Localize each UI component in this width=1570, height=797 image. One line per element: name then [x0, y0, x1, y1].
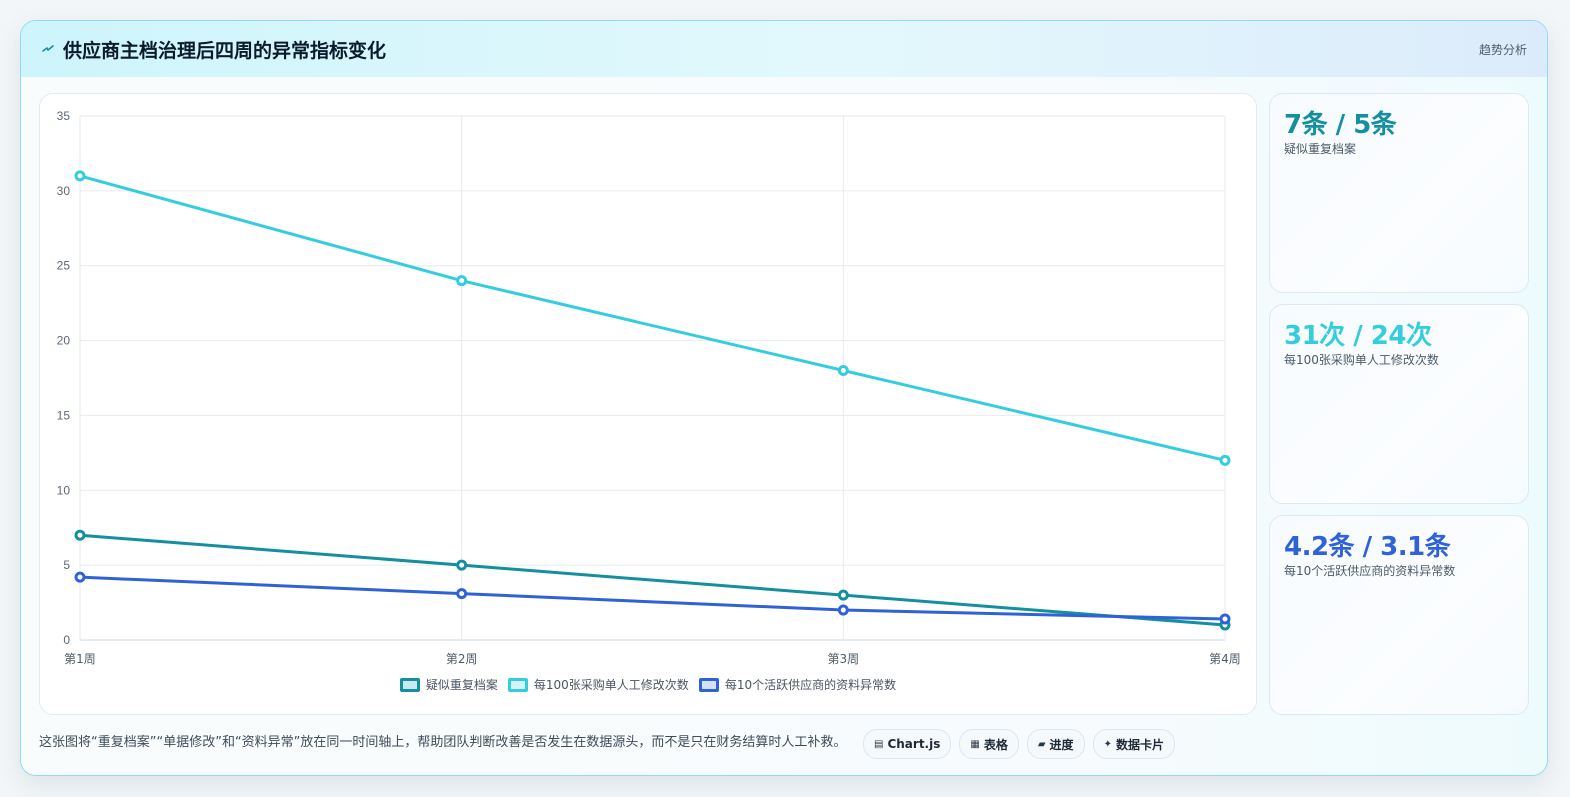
- chip-table[interactable]: ▦ 表格: [959, 729, 1019, 759]
- data-point: [1219, 613, 1231, 625]
- data-point: [74, 529, 86, 541]
- analysis-tag: 趋势分析: [1478, 43, 1527, 57]
- stat-card-anomalies: 4.2条 / 3.1条 每10个活跃供应商的资料异常数: [1269, 515, 1529, 715]
- chip-progress[interactable]: ▰ 进度: [1026, 729, 1085, 759]
- data-point: [1219, 454, 1231, 466]
- legend-swatch: [698, 677, 719, 692]
- content-area: 0 5 10 15 20 25 30 35 第1周 第2周 第3周 第4周 疑似重复档案 每100张采…: [21, 77, 1547, 775]
- lightning-icon: [42, 45, 54, 52]
- y-tick-label: 35: [57, 109, 71, 123]
- stat-value: 31次 / 24次: [1284, 321, 1432, 351]
- stat-value: 4.2条 / 3.1条: [1284, 532, 1451, 562]
- page-title: 供应商主档治理后四周的异常指标变化: [63, 39, 387, 62]
- card-header: 供应商主档治理后四周的异常指标变化 趋势分析: [21, 21, 1547, 77]
- dashboard-card: 供应商主档治理后四周的异常指标变化 趋势分析 0 5 10 15 20 25 30 35 第1周…: [20, 20, 1548, 776]
- x-tick-label: 第4周: [1209, 652, 1241, 666]
- chart-icon: ▤: [874, 738, 884, 750]
- data-point: [74, 571, 86, 583]
- series-line: [78, 174, 1227, 462]
- x-tick-label: 第2周: [446, 652, 478, 666]
- data-point: [837, 604, 849, 616]
- data-point: [837, 365, 849, 377]
- chip-label: 数据卡片: [1115, 737, 1164, 752]
- legend-label: 每100张采购单人工修改次数: [533, 678, 689, 692]
- stat-card-edits: 31次 / 24次 每100张采购单人工修改次数: [1269, 304, 1529, 504]
- chip-data-card[interactable]: ✦ 数据卡片: [1092, 729, 1175, 759]
- legend-swatch: [399, 677, 420, 692]
- chart-panel: 0 5 10 15 20 25 30 35 第1周 第2周 第3周 第4周 疑似重复档案 每100张采…: [39, 93, 1257, 715]
- data-point: [456, 588, 468, 600]
- y-tick-label: 15: [57, 408, 71, 422]
- series-line: [78, 575, 1227, 621]
- chip-chartjs[interactable]: ▤ Chart.js: [863, 729, 952, 759]
- chart-legend: 疑似重复档案 每100张采购单人工修改次数 每10个活跃供应商的资料异常数: [40, 676, 1256, 693]
- stat-card-duplicates: 7条 / 5条 疑似重复档案: [1269, 93, 1529, 293]
- x-tick-label: 第1周: [64, 652, 96, 666]
- stat-value: 7条 / 5条: [1284, 110, 1397, 140]
- legend-item-edits[interactable]: 每100张采购单人工修改次数: [507, 676, 689, 693]
- y-tick-label: 5: [63, 558, 70, 572]
- stat-label: 每10个活跃供应商的资料异常数: [1284, 564, 1456, 578]
- legend-label: 每10个活跃供应商的资料异常数: [724, 678, 897, 692]
- chip-label: 表格: [983, 737, 1008, 752]
- tech-chips: ▤ Chart.js ▦ 表格 ▰ 进度 ✦ 数据卡片: [863, 729, 1175, 759]
- sparkle-icon: ✦: [1103, 738, 1112, 750]
- y-tick-label: 20: [57, 334, 71, 348]
- legend-item-anomalies[interactable]: 每10个活跃供应商的资料异常数: [698, 676, 897, 693]
- chip-label: 进度: [1049, 737, 1074, 752]
- data-point: [837, 589, 849, 601]
- y-tick-label: 0: [63, 633, 70, 647]
- y-tick-label: 30: [57, 184, 71, 198]
- y-tick-label: 10: [57, 483, 71, 497]
- progress-icon: ▰: [1037, 738, 1046, 750]
- legend-label: 疑似重复档案: [425, 678, 498, 692]
- legend-item-duplicates[interactable]: 疑似重复档案: [399, 676, 498, 693]
- chip-label: Chart.js: [887, 737, 941, 751]
- data-point: [456, 275, 468, 287]
- data-point: [456, 559, 468, 571]
- table-icon: ▦: [970, 738, 980, 750]
- footer-note: 这张图将“重复档案”“单据修改”和“资料异常”放在同一时间轴上，帮助团队判断改善…: [39, 735, 847, 750]
- x-tick-label: 第3周: [828, 652, 860, 666]
- stat-label: 每100张采购单人工修改次数: [1284, 353, 1439, 367]
- data-point: [74, 170, 86, 182]
- series-line: [78, 533, 1227, 627]
- y-tick-label: 25: [57, 259, 71, 273]
- legend-swatch: [507, 677, 528, 692]
- stat-label: 疑似重复档案: [1284, 142, 1357, 156]
- line-chart: 0 5 10 15 20 25 30 35 第1周 第2周 第3周 第4周: [57, 109, 1241, 666]
